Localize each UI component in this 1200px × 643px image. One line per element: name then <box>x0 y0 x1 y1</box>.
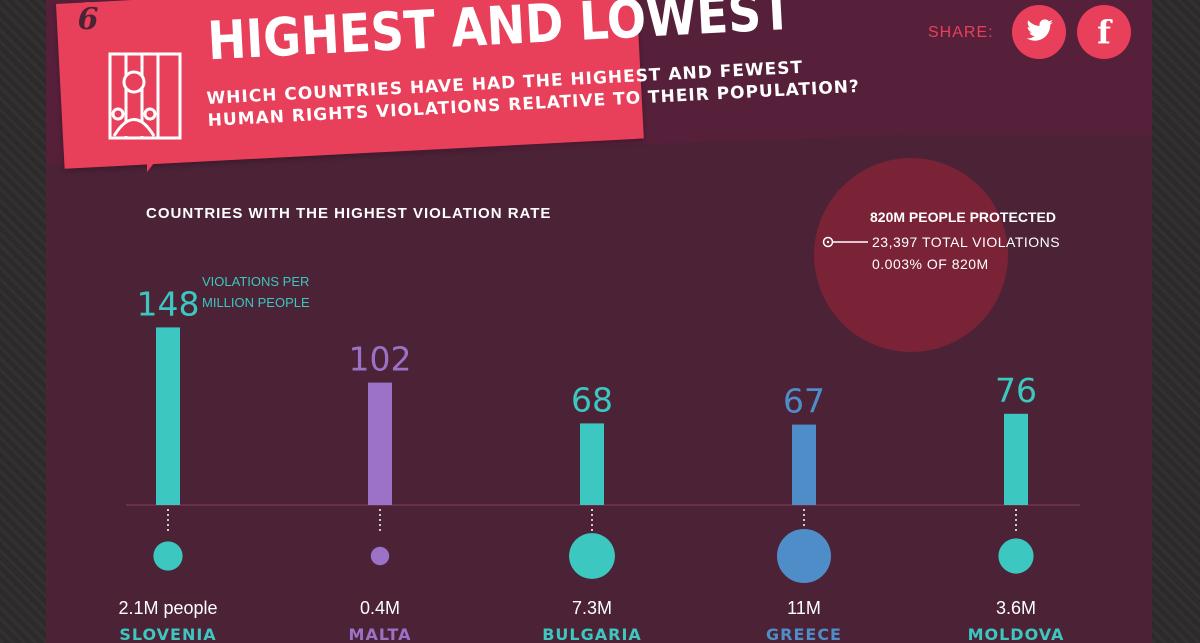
population-label-malta: 0.4M <box>360 598 400 618</box>
country-label-slovenia: SLOVENIA <box>119 625 216 643</box>
country-label-moldova: MOLDOVA <box>968 625 1065 643</box>
population-circle-malta <box>370 546 390 566</box>
callout-pointer <box>822 236 868 248</box>
left-margin <box>0 0 46 643</box>
bar-greece <box>792 424 816 505</box>
country-label-malta: MALTA <box>349 625 412 643</box>
facebook-icon: f <box>1097 13 1111 51</box>
population-label-bulgaria: 7.3M <box>572 598 612 618</box>
protected-population-circle <box>814 158 1008 352</box>
bar-moldova <box>1004 413 1028 505</box>
value-label-greece: 67 <box>783 382 825 421</box>
population-label-slovenia: 2.1M people <box>118 598 217 618</box>
value-label-slovenia: 148 <box>137 284 200 323</box>
callout-total-violations: 23,397 TOTAL VIOLATIONS <box>872 234 1061 250</box>
value-label-malta: 102 <box>349 340 412 379</box>
country-label-greece: GREECE <box>766 625 842 643</box>
country-label-bulgaria: BULGARIA <box>542 625 642 643</box>
bar-malta <box>368 382 392 505</box>
population-circle-moldova <box>998 538 1034 574</box>
prisoner-icon <box>108 52 182 140</box>
value-label-bulgaria: 68 <box>571 380 613 419</box>
section-number-badge: 6 <box>70 2 106 38</box>
chart-title: COUNTRIES WITH THE HIGHEST VIOLATION RAT… <box>146 205 552 222</box>
callout-percentage: 0.003% OF 820M <box>872 256 989 272</box>
twitter-icon <box>1026 19 1053 41</box>
population-circle-bulgaria <box>569 533 615 579</box>
population-circle-slovenia <box>153 541 183 571</box>
facebook-share-button[interactable]: f <box>1077 5 1131 59</box>
bar-bulgaria <box>580 423 604 505</box>
value-unit-note: VIOLATIONS PER MILLION PEOPLE <box>202 274 310 310</box>
bar-slovenia <box>156 327 180 505</box>
population-label-moldova: 3.6M <box>996 598 1036 618</box>
population-circle-greece <box>777 529 831 583</box>
value-label-moldova: 76 <box>995 371 1037 410</box>
share-label: SHARE: <box>928 24 994 41</box>
callout-headline: 820M PEOPLE PROTECTED <box>870 209 1056 225</box>
banner-tail <box>147 154 161 172</box>
twitter-share-button[interactable] <box>1012 5 1066 59</box>
right-margin <box>1152 0 1200 643</box>
population-label-greece: 11M <box>787 598 821 618</box>
